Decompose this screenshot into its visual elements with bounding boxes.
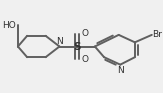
Text: Br: Br bbox=[153, 30, 163, 39]
Text: S: S bbox=[73, 41, 81, 52]
Text: HO: HO bbox=[3, 21, 16, 30]
Text: N: N bbox=[117, 66, 124, 75]
Text: N: N bbox=[56, 37, 63, 46]
Text: O: O bbox=[81, 55, 88, 64]
Text: O: O bbox=[81, 29, 88, 38]
